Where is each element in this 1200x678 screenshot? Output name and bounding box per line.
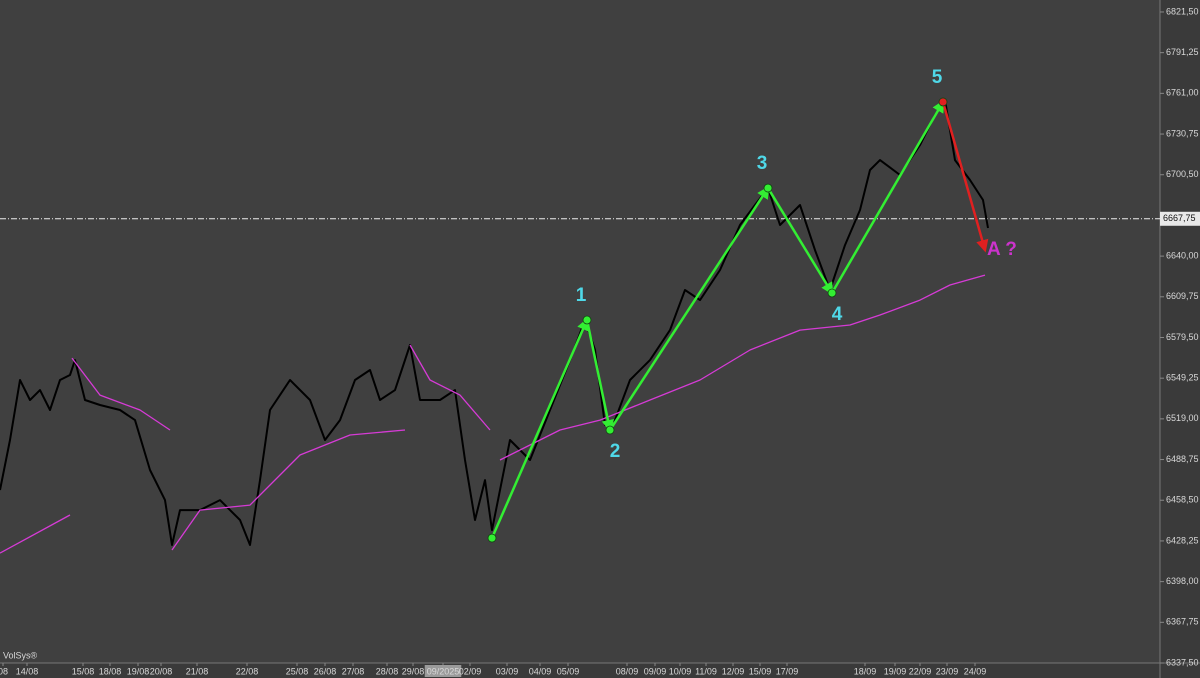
wave-arrow: [608, 185, 770, 431]
x-axis-area: [0, 663, 1200, 678]
wave-label: 4: [832, 304, 843, 325]
wave-arrow: [585, 319, 615, 433]
x-tick-label: 17/09: [776, 666, 799, 676]
x-tick-label: 09/2025: [427, 666, 460, 676]
y-tick-label: 6579,50: [1166, 332, 1199, 342]
x-tick-label: 29/08: [402, 666, 425, 676]
wave-point: [582, 315, 592, 325]
wave-point: [763, 183, 773, 193]
y-tick-label: 6761,00: [1166, 88, 1199, 98]
x-tick-label: 22/08: [236, 666, 259, 676]
x-tick-label: 08: [0, 666, 8, 676]
y-tick-label: 6367,75: [1166, 617, 1199, 627]
last-price-box: [1160, 211, 1200, 226]
wave-arrow: [490, 317, 589, 539]
wave-point: [605, 425, 615, 435]
x-tick-label: 18/08: [99, 666, 122, 676]
x-tick-label: 09/09: [644, 666, 667, 676]
y-tick-label: 6730,75: [1166, 128, 1199, 138]
x-tick-label: 21/08: [186, 666, 209, 676]
x-tick-label: 24/09: [964, 666, 987, 676]
last-price-label: 6667,75: [1163, 213, 1196, 223]
x-tick-label: 14/08: [16, 666, 39, 676]
x-tick-highlight: [424, 665, 462, 677]
x-tick-label: 26/08: [314, 666, 337, 676]
wave-label: 2: [610, 441, 621, 462]
x-tick-label: 19/09: [884, 666, 907, 676]
y-tick-label: 6700,50: [1166, 169, 1199, 179]
y-tick-label: 6519,00: [1166, 413, 1199, 423]
target-label: A ?: [987, 239, 1017, 260]
x-tick-label: 28/08: [376, 666, 399, 676]
x-tick-label: 18/09: [854, 666, 877, 676]
x-tick-label: 12/09: [722, 666, 745, 676]
wave-arrow: [766, 187, 834, 296]
x-tick-label: 11/09: [695, 666, 717, 676]
x-tick-label: 27/08: [342, 666, 365, 676]
wave-label: 3: [757, 153, 768, 174]
y-tick-label: 6791,25: [1166, 47, 1199, 57]
y-tick-label: 6488,75: [1166, 454, 1199, 464]
x-tick-label: 03/09: [496, 666, 519, 676]
y-tick-label: 6458,50: [1166, 495, 1199, 505]
wave-label: 1: [576, 285, 587, 306]
y-tick-label: 6398,00: [1166, 576, 1199, 586]
price-line: [0, 274, 986, 554]
y-tick-label: 6640,00: [1166, 250, 1199, 260]
x-tick-label: 22/09: [909, 666, 932, 676]
y-tick-label: 6549,25: [1166, 373, 1199, 383]
wave-arrow: [830, 99, 945, 294]
x-tick-label: 10/09: [669, 666, 692, 676]
x-tick-label: 05/09: [557, 666, 580, 676]
x-tick-label: 04/09: [529, 666, 552, 676]
y-axis-area: [1160, 0, 1200, 678]
wave-point: [827, 288, 837, 298]
x-tick-label: 19/08: [127, 666, 150, 676]
x-tick-label: 15/09: [749, 666, 772, 676]
x-tick-label: 15/08: [72, 666, 95, 676]
y-tick-label: 6821,50: [1166, 6, 1199, 16]
wave-point: [938, 97, 948, 107]
x-tick-label: 08/09: [616, 666, 639, 676]
y-tick-label: 6609,75: [1166, 291, 1199, 301]
x-tick-label: 02/09: [459, 666, 482, 676]
x-tick-label: 25/08: [286, 666, 309, 676]
target-arrow: [941, 101, 989, 253]
y-tick-label: 6428,25: [1166, 535, 1199, 545]
wave-label: 5: [932, 67, 943, 88]
x-tick-label: 20/08: [150, 666, 173, 676]
wave-point: [487, 533, 497, 543]
y-tick-label: 6337,50: [1166, 657, 1199, 667]
brand: VolSys®: [3, 650, 38, 660]
x-tick-label: 23/09: [936, 666, 959, 676]
